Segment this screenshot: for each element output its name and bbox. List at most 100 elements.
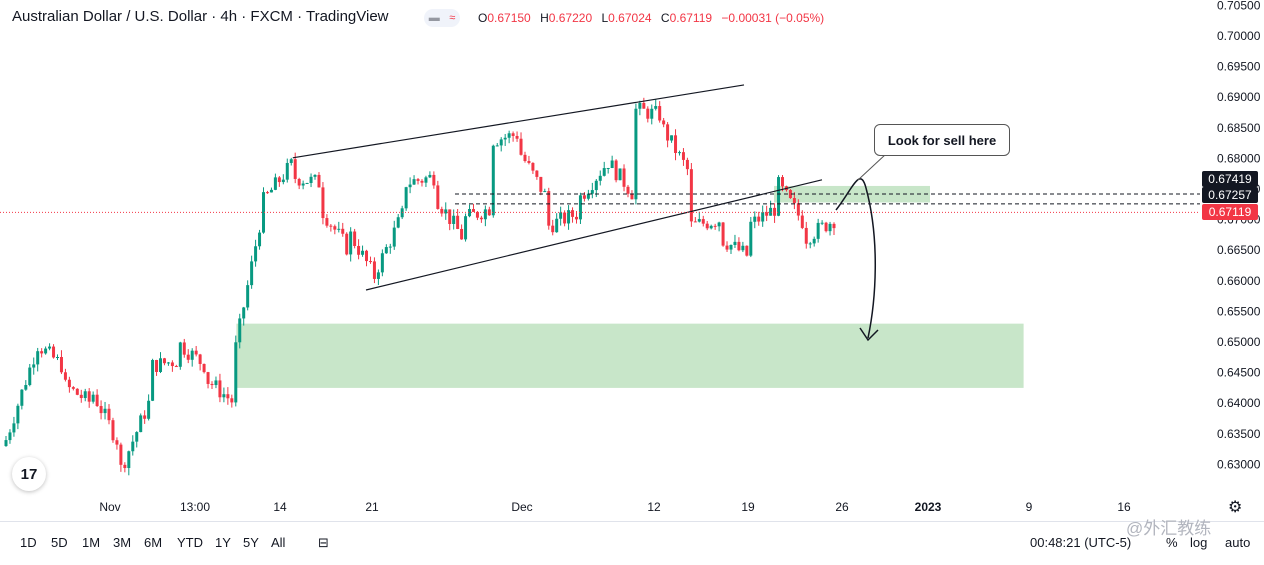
- candle-body: [523, 154, 527, 162]
- tf-1d[interactable]: 1D: [20, 535, 37, 550]
- candle-body: [182, 342, 186, 355]
- candle-body: [586, 193, 590, 199]
- tf-all[interactable]: All: [271, 535, 286, 550]
- candle-body: [91, 394, 95, 402]
- price-chart[interactable]: 0.70500 0.70000 0.69500 0.69000 0.68500 0.680…: [0, 0, 1264, 521]
- candle-body: [499, 139, 503, 146]
- candle-body: [48, 346, 52, 349]
- candle-body: [325, 218, 329, 226]
- y-tick-label: 0.68000: [1217, 151, 1261, 165]
- candle-body: [606, 168, 610, 170]
- candle-body: [800, 215, 804, 228]
- tradingview-logo[interactable]: 17: [12, 457, 46, 491]
- candle-body: [741, 245, 745, 251]
- candle-body: [218, 380, 222, 398]
- candle-body: [178, 342, 182, 367]
- tf-1m[interactable]: 1M: [82, 535, 101, 550]
- candle-body: [262, 192, 266, 233]
- candle-body: [563, 212, 567, 224]
- y-tick-label: 0.69500: [1217, 60, 1261, 74]
- candle-body: [119, 444, 123, 465]
- trendline-1[interactable]: [292, 84, 745, 159]
- candle-body: [654, 106, 658, 109]
- candle-body: [717, 222, 721, 227]
- tf-5y[interactable]: 5Y: [243, 535, 259, 550]
- candle-body: [297, 178, 301, 186]
- candle-body: [83, 391, 87, 399]
- candle-body: [4, 440, 8, 447]
- candle-body: [685, 159, 689, 170]
- candle-body: [111, 420, 115, 441]
- candle-body: [63, 372, 67, 380]
- candle-body: [737, 241, 741, 251]
- tf-3m[interactable]: 3M: [113, 535, 132, 550]
- candle-body: [305, 183, 309, 185]
- candle-body: [828, 223, 832, 232]
- candle-body: [745, 245, 749, 256]
- candle-body: [329, 225, 333, 227]
- candle-body: [483, 209, 487, 220]
- candle-body: [507, 133, 511, 138]
- tf-5d[interactable]: 5D: [51, 535, 68, 550]
- candle-body: [349, 231, 353, 255]
- candle-body: [808, 243, 812, 245]
- candle-body: [602, 168, 606, 176]
- candle-body: [420, 180, 424, 183]
- candle-body: [333, 226, 337, 230]
- tf-6m[interactable]: 6M: [144, 535, 163, 550]
- x-tick-label: 16: [1117, 500, 1131, 514]
- percent-toggle[interactable]: %: [1166, 535, 1178, 550]
- candle-body: [780, 177, 784, 187]
- compare-badge[interactable]: ▬ ≈: [424, 9, 460, 27]
- candle-body: [590, 190, 594, 194]
- calendar-range-icon[interactable]: ⊟: [318, 535, 329, 550]
- tf-ytd[interactable]: YTD: [177, 535, 203, 550]
- candle-body: [36, 351, 40, 365]
- change-value: −0.00031 (−0.05%): [721, 11, 825, 25]
- candle-body: [578, 195, 582, 220]
- price-tag-label: 0.67119: [1209, 205, 1252, 219]
- candle-body: [733, 241, 737, 245]
- candle-body: [8, 432, 12, 441]
- y-tick-label: 0.63500: [1217, 427, 1261, 441]
- candle-body: [812, 238, 816, 244]
- candle-body: [44, 348, 48, 354]
- candle-body: [503, 137, 507, 140]
- y-tick-label: 0.69000: [1217, 90, 1261, 104]
- candle-body: [761, 212, 765, 222]
- gear-icon[interactable]: ⚙: [1228, 499, 1243, 516]
- tf-1y[interactable]: 1Y: [215, 535, 231, 550]
- candle-body: [531, 162, 535, 171]
- candle-body: [820, 222, 824, 224]
- candle-body: [567, 210, 571, 224]
- candle-body: [598, 175, 602, 181]
- candle-body: [293, 159, 297, 179]
- candle-body: [519, 138, 523, 155]
- candle-body: [765, 212, 769, 216]
- candle-body: [67, 379, 71, 388]
- candle-body: [353, 231, 357, 246]
- candle-body: [127, 451, 131, 469]
- y-tick-label: 0.64000: [1217, 396, 1261, 410]
- candle-body: [555, 218, 559, 233]
- ohlc-readout: O0.67150 H0.67220 L0.67024 C0.67119 −0.0…: [478, 11, 825, 25]
- candle-body: [646, 108, 650, 119]
- candle-body: [622, 168, 626, 187]
- candle-body: [384, 247, 388, 254]
- candle-body: [28, 367, 32, 386]
- candle-body: [634, 108, 638, 200]
- candle-body: [464, 216, 468, 240]
- utc-clock[interactable]: 00:48:21 (UTC-5): [1030, 535, 1132, 550]
- symbol-title[interactable]: Australian Dollar / U.S. Dollar · 4h · F…: [12, 8, 389, 25]
- candle-body: [792, 198, 796, 204]
- candle-body: [709, 225, 713, 229]
- candle-body: [147, 400, 151, 419]
- auto-toggle[interactable]: auto: [1225, 535, 1251, 550]
- log-toggle[interactable]: log: [1190, 535, 1208, 550]
- price-tag-label: 0.67419: [1208, 172, 1252, 186]
- trendline-2[interactable]: [365, 179, 823, 291]
- candle-body: [412, 179, 416, 185]
- candle-body: [495, 145, 499, 147]
- x-tick-label: Dec: [511, 500, 532, 514]
- candle-body: [535, 170, 539, 177]
